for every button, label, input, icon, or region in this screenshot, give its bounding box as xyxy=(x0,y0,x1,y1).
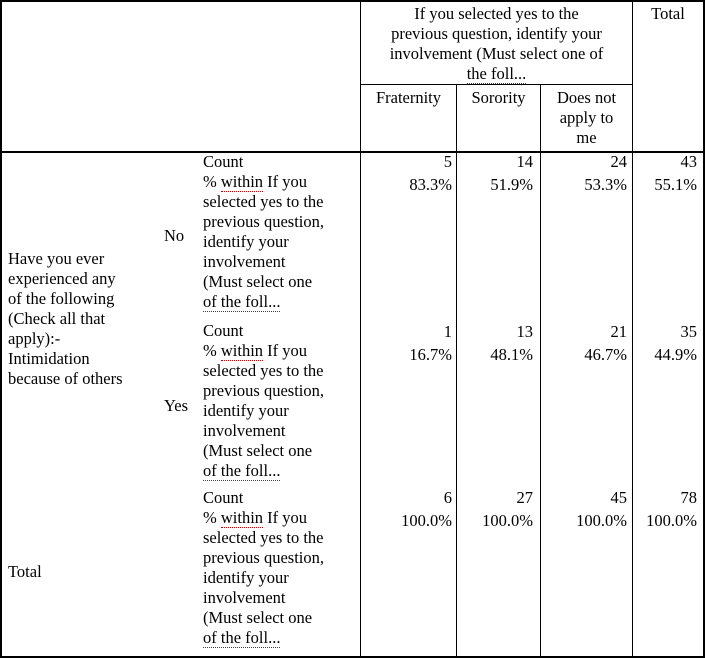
header-bottom-rule xyxy=(0,151,705,153)
col-sep-1 xyxy=(456,84,457,658)
table-border-right xyxy=(703,0,705,658)
table-border-bottom xyxy=(0,656,705,658)
cell-percent: 100.0% xyxy=(646,511,697,530)
table-border-left xyxy=(0,0,2,658)
pct-label-line: % within If you xyxy=(203,172,308,192)
cell-count: 6 xyxy=(443,488,452,507)
cell-percent: 16.7% xyxy=(409,345,452,364)
cell-count: 45 xyxy=(610,488,628,507)
cell-percent: 48.1% xyxy=(490,345,533,364)
cell-count: 35 xyxy=(680,322,698,341)
pct-label-line: % within If you xyxy=(203,341,308,361)
count-label: Count xyxy=(203,152,244,171)
cell-count: 5 xyxy=(443,152,452,171)
row-label-total: Total xyxy=(8,562,42,581)
count-label: Count xyxy=(203,321,244,340)
cell-percent: 53.3% xyxy=(584,175,627,194)
row-group-label: Have you ever experienced any of the fol… xyxy=(8,249,123,388)
count-label: Count xyxy=(203,488,244,507)
column-header-sorority: Sorority xyxy=(471,88,526,107)
col-sep-2 xyxy=(540,84,541,658)
cell-count: 27 xyxy=(516,488,534,507)
cell-count: 21 xyxy=(610,322,628,341)
group-title-rule xyxy=(360,84,632,85)
cell-count: 78 xyxy=(680,488,698,507)
total-header: Total xyxy=(651,4,685,23)
table-border-top xyxy=(0,0,705,2)
data-area-left-rule xyxy=(360,0,361,658)
total-col-rule xyxy=(632,0,633,658)
cell-count: 13 xyxy=(516,322,534,341)
cell-percent: 100.0% xyxy=(576,511,627,530)
group-title-line: If you selected yes to the xyxy=(414,4,579,23)
column-header-does-not-apply: Does not apply to me xyxy=(556,88,617,147)
stat-labels-yes: Count % within If you selected yes to th… xyxy=(203,321,324,481)
cell-percent: 51.9% xyxy=(490,175,533,194)
cell-percent: 44.9% xyxy=(654,345,697,364)
cell-count: 1 xyxy=(443,322,452,341)
stat-labels-total: Count % within If you selected yes to th… xyxy=(203,488,324,648)
row-label-no: No xyxy=(164,226,185,245)
pct-label-line: % within If you xyxy=(203,508,308,528)
cell-percent: 55.1% xyxy=(654,175,697,194)
cell-percent: 100.0% xyxy=(482,511,533,530)
cell-count: 24 xyxy=(610,152,628,171)
column-header-fraternity: Fraternity xyxy=(375,88,442,107)
group-title-line: involvement (Must select one of xyxy=(389,44,604,63)
row-label-yes: Yes xyxy=(164,396,189,415)
cell-count: 14 xyxy=(516,152,534,171)
group-title-line: the foll... xyxy=(466,64,527,84)
cell-percent: 46.7% xyxy=(584,345,627,364)
cell-percent: 83.3% xyxy=(409,175,452,194)
cell-count: 43 xyxy=(680,152,698,171)
group-title: If you selected yes to the previous ques… xyxy=(361,4,632,84)
cell-percent: 100.0% xyxy=(401,511,452,530)
group-title-line: previous question, identify your xyxy=(391,24,602,43)
stat-labels-no: Count % within If you selected yes to th… xyxy=(203,152,324,312)
